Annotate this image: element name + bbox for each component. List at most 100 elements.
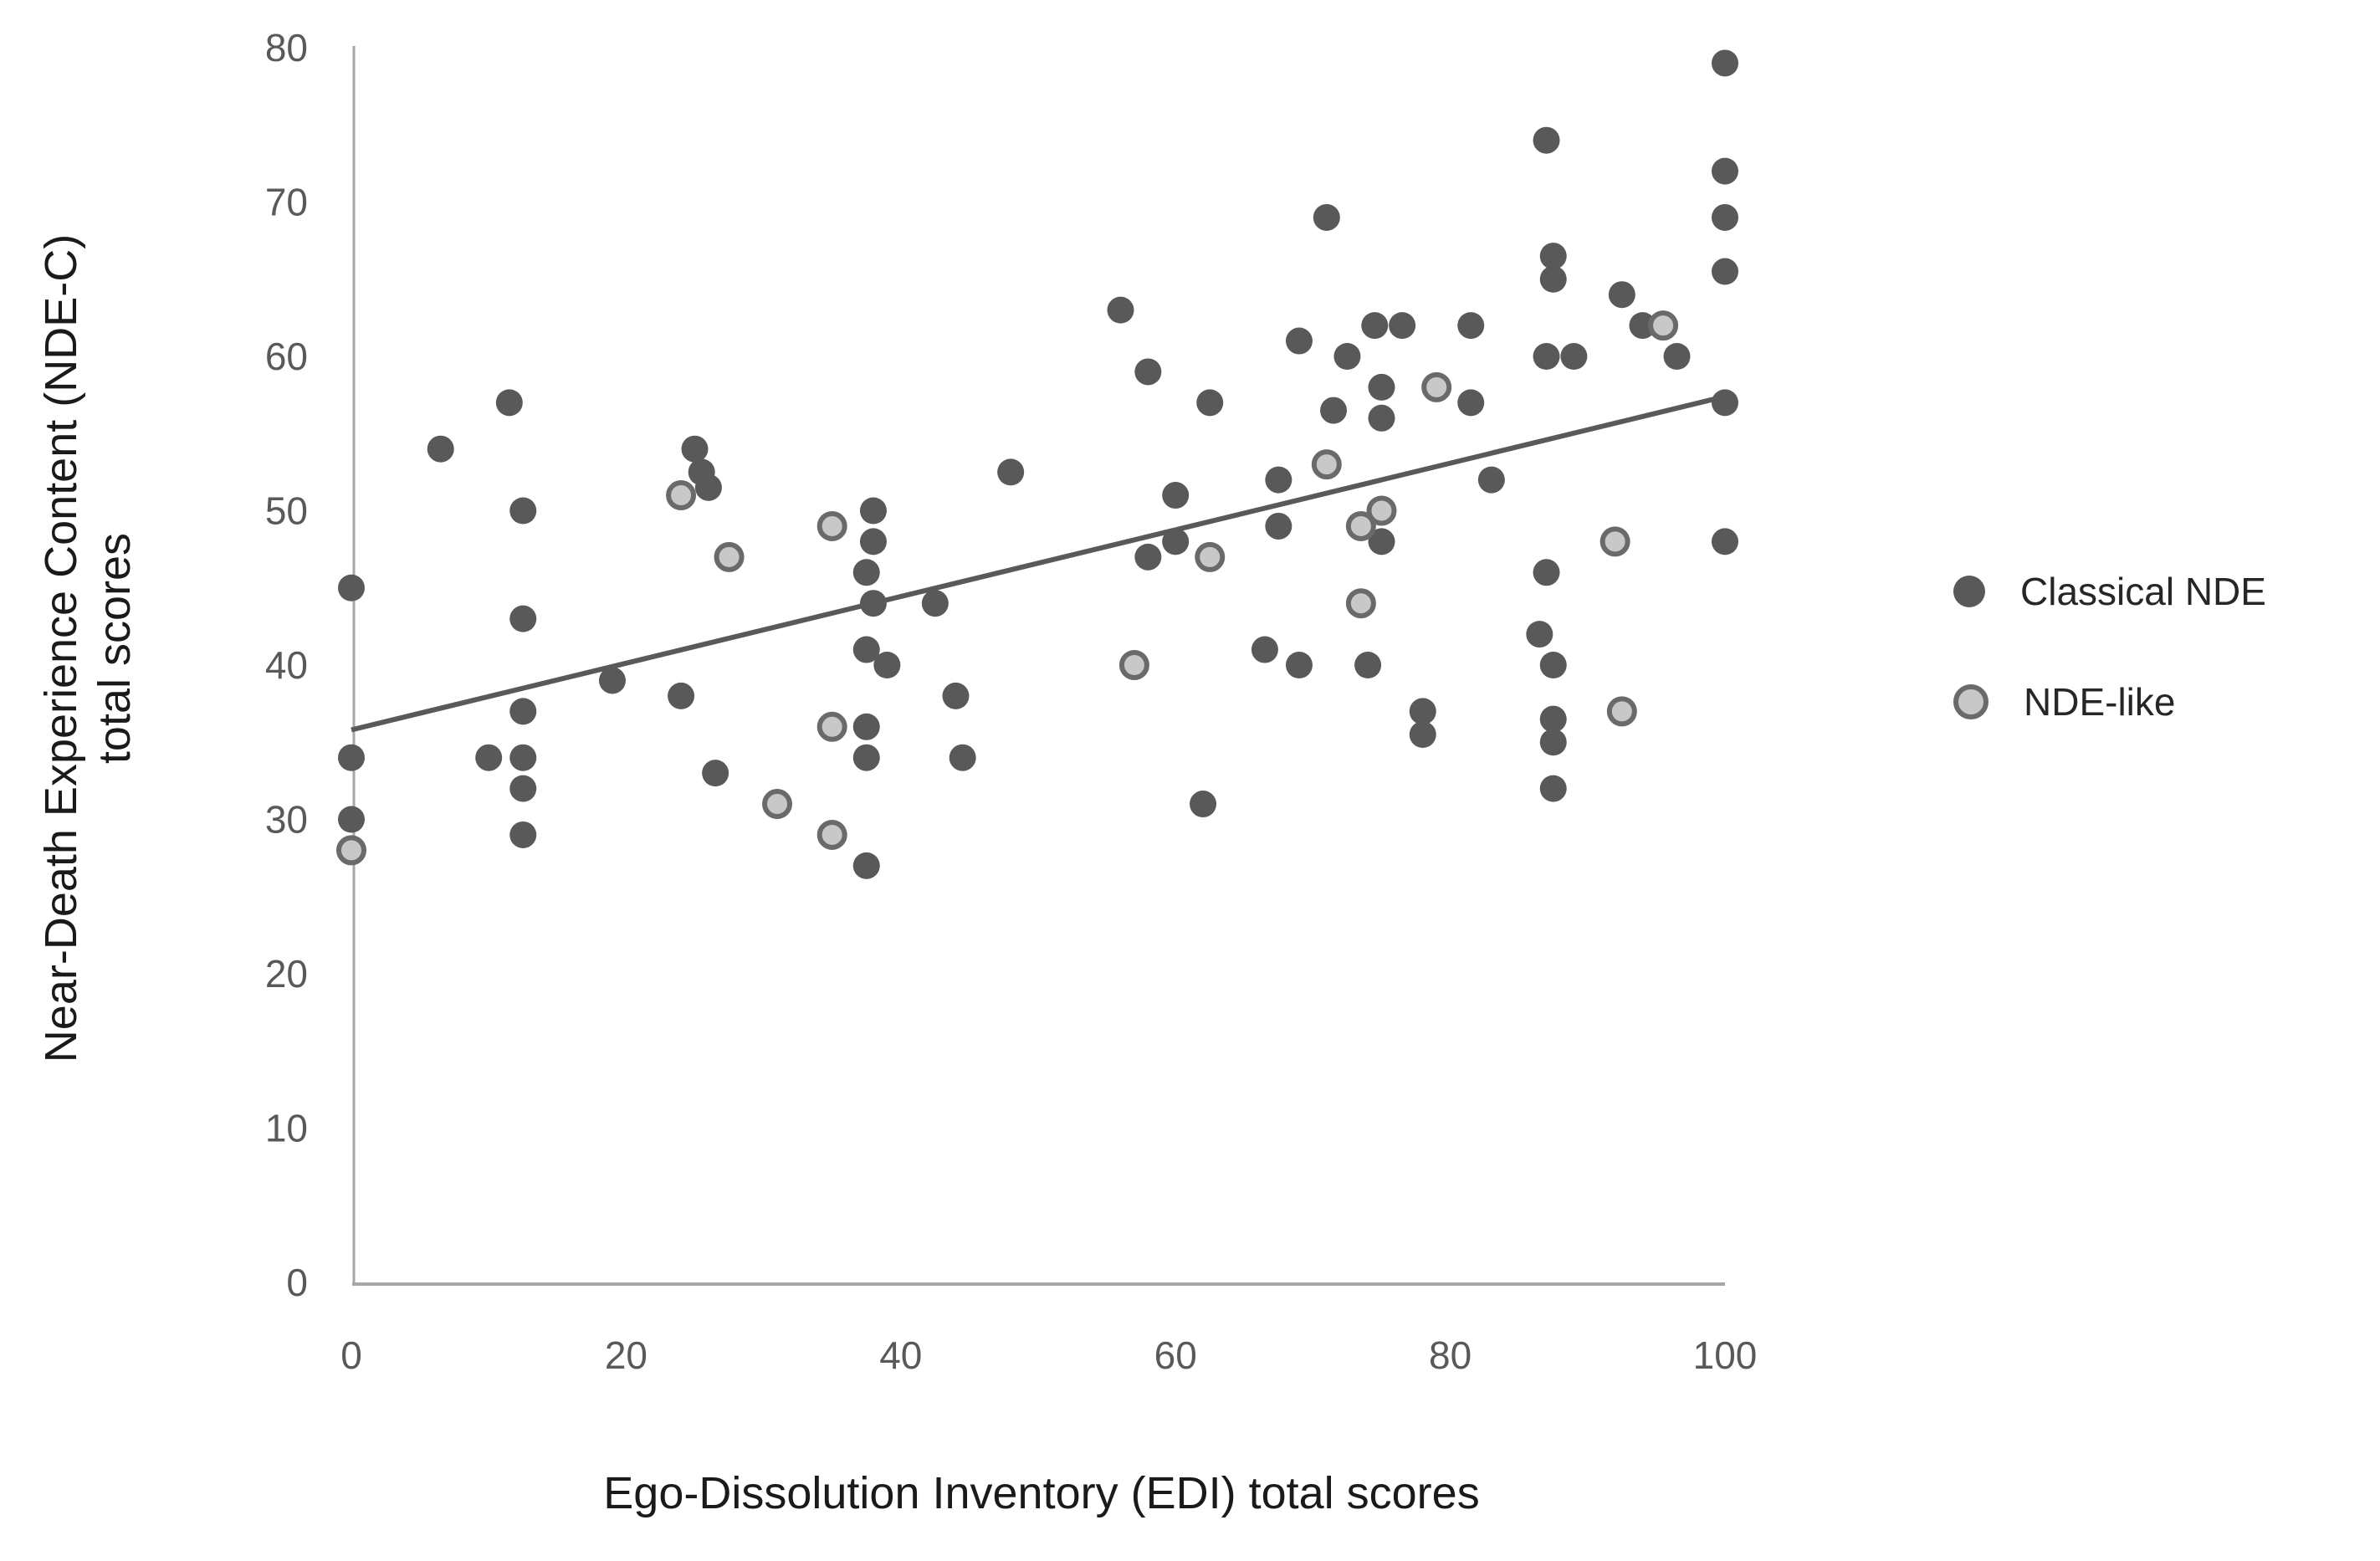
data-point-classical-nde: [427, 435, 454, 463]
data-point-classical-nde: [681, 435, 709, 463]
data-point-nde-like: [1311, 449, 1342, 480]
data-point-classical-nde: [1285, 327, 1313, 355]
trend-line: [351, 394, 1726, 733]
legend-label-nde-like: NDE-like: [2024, 680, 2176, 724]
data-point-classical-nde: [1285, 652, 1313, 678]
legend-item-classical-nde: Classical NDE: [1953, 569, 2266, 614]
x-tick-label: 20: [605, 1333, 647, 1377]
y-axis-title-line2: total scores: [90, 532, 140, 765]
y-tick-label: 60: [265, 335, 308, 378]
data-point-classical-nde: [1368, 373, 1395, 401]
legend-label-classical-nde: Classical NDE: [2020, 570, 2266, 613]
data-point-classical-nde: [1134, 543, 1162, 571]
data-point-classical-nde: [1526, 621, 1553, 648]
y-axis-title: Near-Death Experience Content (NDE-C) to…: [34, 234, 141, 1062]
data-point-classical-nde: [852, 713, 880, 740]
data-point-classical-nde: [859, 528, 887, 555]
y-tick-label: 50: [265, 489, 308, 533]
x-tick-label: 60: [1154, 1333, 1197, 1377]
data-point-nde-like: [1599, 526, 1630, 557]
data-point-classical-nde: [942, 682, 970, 709]
data-point-classical-nde: [509, 821, 537, 848]
x-tick-label: 100: [1693, 1333, 1758, 1377]
data-point-classical-nde: [509, 744, 537, 771]
classical-nde-marker-icon: [1953, 576, 1985, 607]
data-point-nde-like: [666, 480, 697, 511]
data-point-nde-like: [762, 789, 793, 820]
data-point-classical-nde: [1712, 157, 1738, 185]
data-point-classical-nde: [509, 775, 537, 802]
data-point-classical-nde: [1265, 512, 1292, 540]
data-point-classical-nde: [1162, 528, 1190, 555]
data-point-nde-like: [1345, 510, 1376, 541]
data-point-classical-nde: [1320, 397, 1348, 424]
data-point-classical-nde: [949, 744, 976, 771]
data-point-classical-nde: [1313, 203, 1340, 231]
y-tick-label: 30: [265, 798, 308, 842]
data-point-nde-like: [1345, 588, 1376, 619]
data-point-classical-nde: [1712, 528, 1738, 555]
data-point-classical-nde: [475, 744, 503, 771]
x-tick-label: 80: [1429, 1333, 1472, 1377]
y-tick-label: 70: [265, 181, 308, 224]
data-point-nde-like: [816, 510, 847, 541]
x-axis-title: Ego-Dissolution Inventory (EDI) total sc…: [603, 1468, 1480, 1518]
y-tick-label: 10: [265, 1107, 308, 1150]
data-point-classical-nde: [598, 667, 626, 694]
data-point-nde-like: [714, 541, 745, 572]
legend-item-nde-like: NDE-like: [1953, 679, 2266, 724]
data-point-nde-like: [1195, 541, 1226, 572]
data-point-classical-nde: [852, 636, 880, 663]
y-tick-label: 40: [265, 643, 308, 687]
data-point-classical-nde: [338, 744, 365, 771]
data-point-classical-nde: [1712, 389, 1738, 417]
data-point-nde-like: [816, 711, 847, 742]
data-point-classical-nde: [1190, 791, 1217, 818]
y-tick-label: 80: [265, 26, 308, 69]
data-point-classical-nde: [1265, 466, 1292, 494]
data-point-nde-like: [336, 835, 366, 866]
data-point-classical-nde: [1539, 775, 1567, 802]
data-point-classical-nde: [1533, 559, 1560, 586]
y-tick-label: 20: [265, 952, 308, 995]
data-point-classical-nde: [694, 473, 722, 501]
data-point-classical-nde: [1533, 343, 1560, 370]
data-point-classical-nde: [668, 682, 695, 709]
data-point-classical-nde: [873, 652, 901, 678]
data-point-classical-nde: [1361, 312, 1389, 340]
data-point-classical-nde: [338, 806, 365, 833]
data-point-nde-like: [816, 819, 847, 850]
x-tick-label: 40: [879, 1333, 922, 1377]
x-tick-label: 0: [340, 1333, 362, 1377]
data-point-classical-nde: [852, 744, 880, 771]
data-point-classical-nde: [509, 497, 537, 525]
data-point-classical-nde: [859, 497, 887, 525]
data-point-classical-nde: [921, 590, 949, 617]
data-point-classical-nde: [509, 698, 537, 725]
data-point-classical-nde: [1333, 343, 1361, 370]
data-point-classical-nde: [1539, 705, 1567, 733]
data-point-classical-nde: [495, 389, 523, 417]
data-point-classical-nde: [1409, 698, 1436, 725]
data-point-classical-nde: [1629, 312, 1656, 340]
data-point-classical-nde: [1533, 126, 1560, 154]
data-point-nde-like: [1118, 650, 1149, 680]
data-point-classical-nde: [1251, 636, 1278, 663]
y-tick-label: 0: [286, 1261, 308, 1304]
data-point-classical-nde: [1107, 296, 1134, 324]
data-point-classical-nde: [852, 559, 880, 586]
data-point-classical-nde: [1539, 243, 1567, 270]
data-point-classical-nde: [1457, 312, 1485, 340]
data-point-classical-nde: [1539, 265, 1567, 293]
data-point-nde-like: [1606, 696, 1637, 727]
data-point-classical-nde: [852, 852, 880, 879]
data-point-classical-nde: [1162, 482, 1190, 509]
data-point-classical-nde: [1196, 389, 1224, 417]
data-point-nde-like: [1421, 371, 1452, 402]
nde-like-marker-icon: [1953, 684, 1988, 719]
data-point-nde-like: [1366, 495, 1397, 526]
data-point-classical-nde: [1608, 281, 1635, 309]
data-point-classical-nde: [509, 605, 537, 632]
